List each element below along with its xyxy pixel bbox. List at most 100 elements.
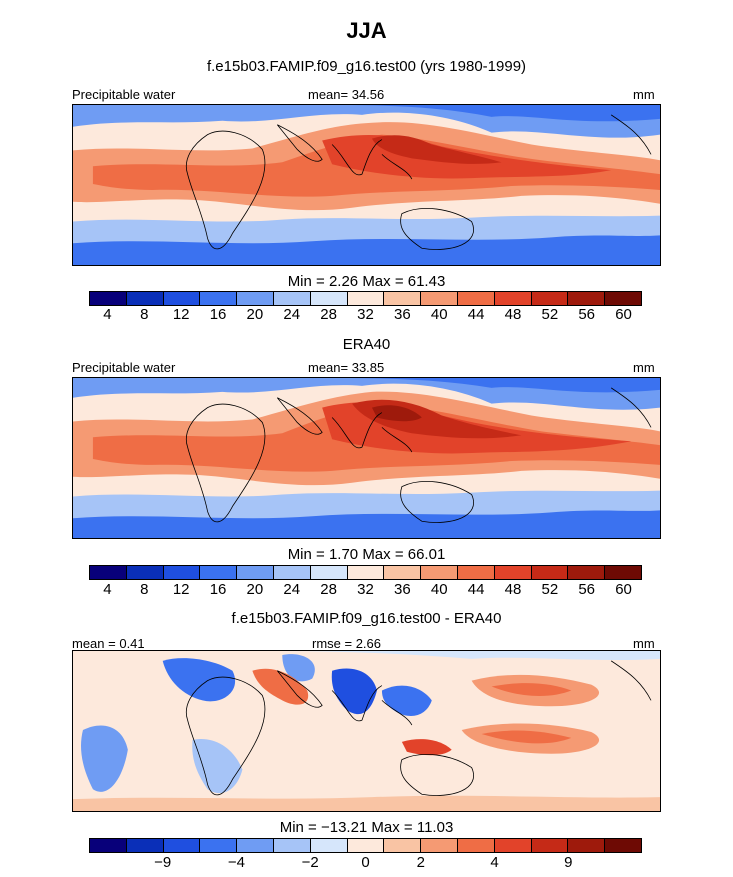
panel2-units-label: mm xyxy=(633,360,655,375)
colorbar-swatch xyxy=(347,292,385,305)
panel2-variable-label: Precipitable water xyxy=(72,360,176,375)
colorbar-tick-label: 20 xyxy=(246,581,264,598)
colorbar-tick-label: −2 xyxy=(301,854,319,871)
colorbar-tick-label: 0 xyxy=(361,854,370,871)
colorbar-tick-label: 4 xyxy=(103,306,112,323)
colorbar-tick-label: 28 xyxy=(320,581,337,598)
colorbar-tick-label: 40 xyxy=(430,306,448,323)
colorbar-swatch xyxy=(531,292,569,305)
panel1-subtitle: f.e15b03.FAMIP.f09_g16.test00 (yrs 1980-… xyxy=(206,58,527,75)
colorbar-tick-label: 60 xyxy=(615,306,632,323)
colorbar-tick-label: 56 xyxy=(578,306,596,323)
colorbar-tick-label: −4 xyxy=(227,854,246,871)
colorbar-tick-label: 44 xyxy=(467,581,485,598)
colorbar-tick-label: 44 xyxy=(467,306,485,323)
colorbar-tick-label: 40 xyxy=(430,581,448,598)
colorbar-swatch xyxy=(310,566,348,579)
colorbar-tick-label: 56 xyxy=(578,581,596,598)
colorbar-swatch xyxy=(568,292,606,305)
colorbar-swatch xyxy=(421,292,458,305)
colorbar-swatch xyxy=(605,292,641,305)
colorbar-tick-label: 32 xyxy=(357,581,374,598)
colorbar-swatch xyxy=(273,839,311,852)
colorbar-swatch xyxy=(273,292,311,305)
panel1-min-max: Min = 2.26 Max = 61.43 xyxy=(287,273,446,290)
colorbar-swatch xyxy=(457,566,495,579)
colorbar-swatch xyxy=(384,839,422,852)
colorbar-swatch xyxy=(531,566,569,579)
panel2-colorbar-ticks: 4 8 12 16 20 24 28 32 36 40 44 48 52 56 60 xyxy=(89,581,642,599)
panel1-map xyxy=(72,104,661,266)
colorbar-swatch xyxy=(384,566,422,579)
colorbar-swatch xyxy=(163,292,201,305)
colorbar-tick-label: 12 xyxy=(172,306,190,323)
colorbar-swatch xyxy=(200,292,238,305)
colorbar-tick-label: 48 xyxy=(504,306,522,323)
panel3-colorbar-ticks: −9 −4 −2 0 2 4 9 xyxy=(89,854,642,872)
colorbar-swatch xyxy=(237,839,274,852)
colorbar-swatch xyxy=(568,839,606,852)
colorbar-swatch xyxy=(605,839,641,852)
colorbar-tick-label: 2 xyxy=(416,854,425,871)
panel3-mean-label: mean = 0.41 xyxy=(72,636,145,651)
colorbar-swatch xyxy=(494,566,532,579)
panel2-subtitle: ERA40 xyxy=(342,336,391,353)
colorbar-tick-label: 8 xyxy=(140,306,149,323)
colorbar-swatch xyxy=(494,292,532,305)
colorbar-tick-label: 8 xyxy=(140,581,149,598)
colorbar-tick-label: 36 xyxy=(394,581,411,598)
panel3-colorbar xyxy=(89,838,642,853)
colorbar-tick-label: 16 xyxy=(209,306,227,323)
colorbar-swatch xyxy=(421,566,458,579)
colorbar-tick-label: 48 xyxy=(504,581,522,598)
panel2-colorbar xyxy=(89,565,642,580)
colorbar-tick-label: 12 xyxy=(172,581,190,598)
colorbar-swatch xyxy=(310,292,348,305)
colorbar-swatch xyxy=(126,566,164,579)
colorbar-swatch xyxy=(605,566,641,579)
panel3-map xyxy=(72,650,661,812)
panel3-rmse-label: rmse = 2.66 xyxy=(312,636,382,651)
colorbar-swatch xyxy=(421,839,458,852)
colorbar-swatch xyxy=(90,566,127,579)
colorbar-swatch xyxy=(126,839,164,852)
colorbar-swatch xyxy=(237,292,274,305)
panel1-mean-label: mean= 34.56 xyxy=(308,87,385,102)
colorbar-swatch xyxy=(163,566,201,579)
colorbar-swatch xyxy=(457,292,495,305)
figure-title: JJA xyxy=(346,18,387,43)
colorbar-tick-label: 20 xyxy=(246,306,264,323)
panel1-units-label: mm xyxy=(633,87,655,102)
panel1-colorbar xyxy=(89,291,642,306)
colorbar-tick-label: 52 xyxy=(541,306,559,323)
panel3-subtitle: f.e15b03.FAMIP.f09_g16.test00 - ERA40 xyxy=(231,610,502,627)
colorbar-swatch xyxy=(200,566,238,579)
panel3-units-label: mm xyxy=(633,636,655,651)
colorbar-tick-label: 28 xyxy=(320,306,337,323)
panel2-min-max: Min = 1.70 Max = 66.01 xyxy=(287,546,446,563)
colorbar-swatch xyxy=(163,839,201,852)
colorbar-tick-label: 4 xyxy=(490,854,499,871)
colorbar-tick-label: 32 xyxy=(357,306,374,323)
colorbar-swatch xyxy=(347,566,385,579)
panel1-variable-label: Precipitable water xyxy=(72,87,176,102)
colorbar-swatch xyxy=(384,292,422,305)
colorbar-swatch xyxy=(90,292,127,305)
panel3-min-max: Min = −13.21 Max = 11.03 xyxy=(279,819,454,836)
colorbar-tick-label: 24 xyxy=(283,581,301,598)
colorbar-swatch xyxy=(200,839,238,852)
panel2-mean-label: mean= 33.85 xyxy=(308,360,385,375)
colorbar-swatch xyxy=(273,566,311,579)
colorbar-swatch xyxy=(457,839,495,852)
colorbar-tick-label: 16 xyxy=(209,581,227,598)
colorbar-tick-label: 60 xyxy=(615,581,632,598)
colorbar-tick-label: 9 xyxy=(564,854,573,871)
colorbar-tick-label: 4 xyxy=(103,581,112,598)
panel1-colorbar-ticks: 4 8 12 16 20 24 28 32 36 40 44 48 52 56 60 xyxy=(89,306,642,324)
colorbar-swatch xyxy=(310,839,348,852)
colorbar-swatch xyxy=(568,566,606,579)
colorbar-tick-label: 24 xyxy=(283,306,301,323)
colorbar-tick-label: −9 xyxy=(154,854,172,871)
panel2-map xyxy=(72,377,661,539)
colorbar-swatch xyxy=(90,839,127,852)
